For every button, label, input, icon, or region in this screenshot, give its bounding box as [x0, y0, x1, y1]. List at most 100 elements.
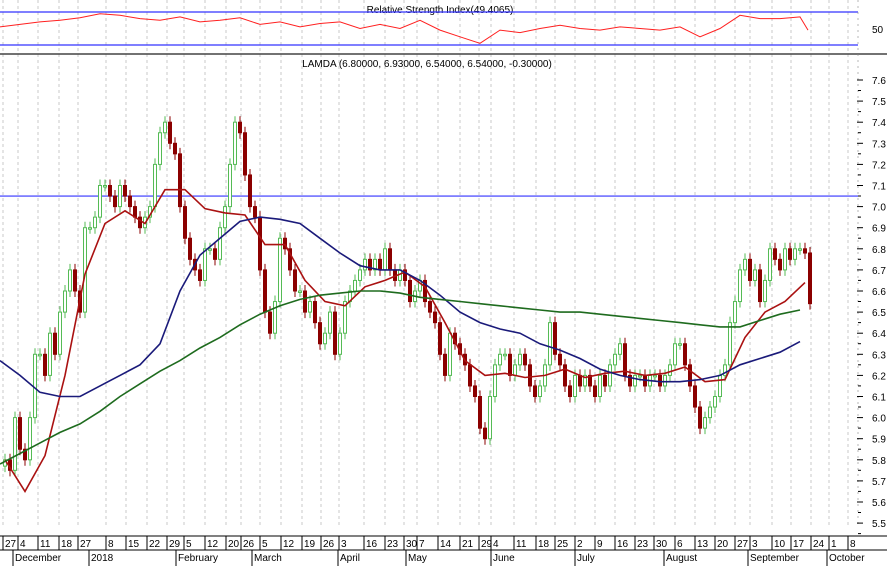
candle-down: [628, 374, 632, 387]
candle-down: [293, 269, 297, 292]
candle-down: [263, 269, 267, 313]
x-day-label: 6: [677, 539, 683, 550]
x-day-label: 30: [406, 539, 418, 550]
x-month-label: December: [15, 553, 62, 564]
candle-down: [523, 353, 527, 366]
candle-up: [768, 248, 772, 281]
candle-up: [708, 406, 712, 419]
candle-down: [443, 353, 447, 376]
candle-up: [373, 258, 377, 271]
candle-up: [103, 185, 107, 188]
x-day-label: 23: [387, 539, 399, 550]
candle-up: [98, 185, 102, 218]
candle-down: [803, 248, 807, 254]
x-day-label: 5: [262, 539, 268, 550]
x-month-label: September: [750, 553, 800, 564]
candle-up: [538, 385, 542, 398]
candle-down: [568, 385, 572, 398]
x-day-label: 18: [61, 539, 73, 550]
price-title: LAMDA (6.80000, 6.93000, 6.54000, 6.5400…: [302, 59, 552, 70]
candle-down: [408, 279, 412, 303]
candle-down: [188, 237, 192, 260]
candle-down: [508, 353, 512, 376]
x-day-label: 23: [637, 539, 649, 550]
candle-up: [208, 248, 212, 251]
y-tick-label: 7.4: [872, 118, 886, 129]
candle-down: [248, 174, 252, 208]
candle-down: [658, 374, 662, 387]
x-day-label: 24: [813, 539, 825, 550]
x-day-label: 25: [557, 539, 569, 550]
candle-down: [108, 185, 112, 197]
candle-down: [168, 121, 172, 144]
x-day-label: 4: [493, 539, 499, 550]
x-day-label: 8: [850, 539, 856, 550]
candle-up: [548, 322, 552, 366]
candle-down: [18, 417, 22, 450]
candle-up: [703, 417, 707, 429]
candle-up: [783, 248, 787, 271]
x-month-label: June: [493, 553, 515, 564]
candle-down: [808, 252, 812, 305]
candle-up: [38, 353, 42, 357]
candle-down: [53, 332, 57, 355]
x-day-label: 20: [717, 539, 729, 550]
x-day-label: 9: [597, 539, 603, 550]
candle-up: [233, 121, 237, 165]
candle-up: [503, 353, 507, 357]
candle-down: [368, 258, 372, 271]
candle-down: [693, 385, 697, 408]
x-month-label: July: [577, 553, 595, 564]
candle-up: [653, 374, 657, 378]
candle-down: [403, 269, 407, 281]
candle-down: [258, 216, 262, 271]
y-tick-label: 6.2: [872, 371, 886, 382]
x-day-label: 30: [656, 539, 668, 550]
candle-up: [728, 322, 732, 366]
y-tick-label: 6.5: [872, 308, 886, 319]
candle-down: [483, 427, 487, 440]
y-tick-label: 6.8: [872, 245, 886, 256]
candle-up: [743, 258, 747, 271]
x-month-label: October: [829, 553, 865, 564]
candle-up: [298, 290, 302, 293]
x-day-label: 27: [737, 539, 749, 550]
candle-up: [363, 258, 367, 271]
candle-up: [343, 301, 347, 334]
candle-down: [183, 206, 187, 239]
candle-up: [738, 269, 742, 303]
x-day-label: 8: [108, 539, 114, 550]
candle-up: [308, 301, 312, 313]
grid: [2, 0, 849, 528]
x-month-label: August: [666, 553, 697, 564]
x-day-label: 16: [617, 539, 629, 550]
candle-up: [513, 364, 517, 376]
x-day-label: 16: [366, 539, 378, 550]
candle-up: [493, 364, 497, 398]
candle-up: [13, 417, 17, 471]
x-day-label: 14: [440, 539, 452, 550]
candle-down: [238, 121, 242, 134]
y-tick-label: 5.5: [872, 519, 886, 530]
x-day-label: 27: [80, 539, 92, 550]
candle-down: [758, 269, 762, 303]
candle-down: [773, 248, 777, 260]
x-day-label: 15: [128, 539, 140, 550]
y-tick-label: 5.9: [872, 435, 886, 446]
candle-up: [58, 311, 62, 355]
x-day-label: 27: [5, 539, 17, 550]
x-day-label: 19: [304, 539, 316, 550]
candle-up: [323, 332, 327, 345]
y-tick-label: 6.0: [872, 414, 886, 425]
x-day-label: 26: [243, 539, 255, 550]
candle-up: [723, 364, 727, 376]
candle-up: [713, 396, 717, 408]
x-month-label: 2018: [91, 553, 114, 564]
candle-up: [633, 374, 637, 387]
candle-down: [468, 364, 472, 387]
y-tick-label: 5.8: [872, 456, 886, 467]
candle-up: [203, 248, 207, 281]
candle-down: [533, 385, 537, 398]
candle-up: [583, 374, 587, 387]
